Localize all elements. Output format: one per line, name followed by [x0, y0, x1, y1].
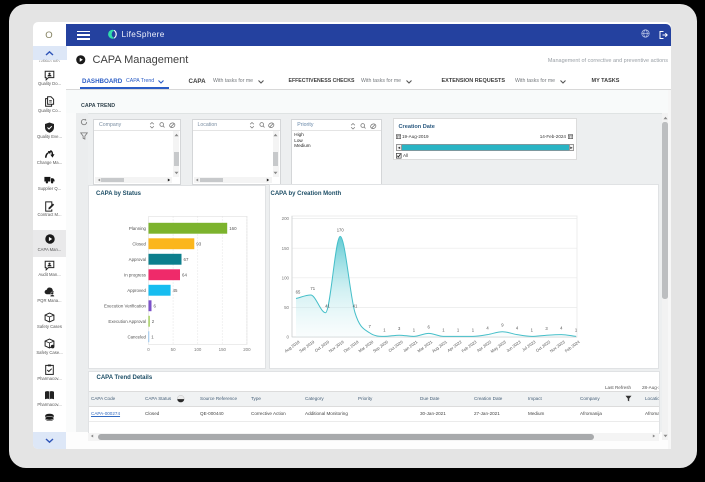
svg-text:Canceled: Canceled	[127, 334, 146, 339]
svg-text:Execution Verification: Execution Verification	[104, 303, 147, 308]
svg-text:150: 150	[219, 347, 227, 352]
svg-text:7: 7	[369, 324, 372, 329]
svg-text:1: 1	[575, 327, 578, 332]
svg-text:Feb 2023: Feb 2023	[461, 339, 479, 354]
svg-text:Dec 2019: Dec 2019	[342, 339, 360, 354]
svg-text:6: 6	[428, 324, 431, 329]
svg-text:71: 71	[310, 286, 315, 291]
svg-text:100: 100	[194, 347, 202, 352]
svg-text:2: 2	[152, 318, 155, 323]
svg-text:170: 170	[337, 227, 345, 232]
svg-text:0: 0	[287, 335, 290, 340]
svg-text:67: 67	[184, 256, 189, 261]
svg-text:1: 1	[531, 327, 534, 332]
svg-text:41: 41	[325, 304, 330, 309]
svg-text:9: 9	[501, 323, 504, 328]
svg-text:May 2023: May 2023	[489, 339, 507, 354]
svg-text:200: 200	[282, 216, 290, 221]
svg-text:65: 65	[296, 290, 301, 295]
svg-text:Nov 2023: Nov 2023	[549, 339, 567, 354]
svg-text:Closed: Closed	[132, 241, 146, 246]
svg-text:1: 1	[383, 327, 386, 332]
svg-text:Approval: Approval	[129, 256, 146, 261]
svg-text:50: 50	[171, 347, 176, 352]
svg-text:64: 64	[182, 272, 187, 277]
svg-text:Approved: Approved	[127, 287, 146, 292]
svg-text:Oct 2020: Oct 2020	[387, 339, 404, 353]
svg-text:1: 1	[442, 327, 445, 332]
svg-text:3: 3	[398, 326, 401, 331]
svg-text:93: 93	[196, 241, 201, 246]
svg-text:1: 1	[457, 327, 460, 332]
svg-text:100: 100	[282, 275, 290, 280]
svg-text:0: 0	[147, 347, 150, 352]
svg-text:Execution Approval: Execution Approval	[108, 318, 146, 323]
svg-text:3: 3	[545, 326, 548, 331]
svg-text:Aug 2021: Aug 2021	[431, 339, 449, 354]
svg-text:Sep 2019: Sep 2019	[298, 339, 316, 354]
svg-text:45: 45	[173, 287, 178, 292]
svg-text:50: 50	[284, 305, 289, 310]
svg-text:4: 4	[560, 326, 563, 331]
svg-text:200: 200	[243, 347, 251, 352]
svg-text:150: 150	[282, 246, 290, 251]
svg-text:Planning: Planning	[129, 225, 147, 230]
svg-text:1: 1	[151, 334, 154, 339]
svg-text:1: 1	[413, 327, 416, 332]
svg-text:Jun 2023: Jun 2023	[505, 339, 522, 353]
svg-text:4: 4	[486, 326, 489, 331]
svg-text:41: 41	[353, 304, 358, 309]
svg-text:Feb 2024: Feb 2024	[564, 339, 582, 354]
svg-text:Sep 2020: Sep 2020	[372, 339, 390, 354]
svg-text:6: 6	[154, 303, 157, 308]
svg-text:160: 160	[229, 225, 237, 230]
svg-text:4: 4	[516, 326, 519, 331]
svg-text:1: 1	[472, 327, 475, 332]
svg-text:In progress: In progress	[124, 272, 147, 277]
